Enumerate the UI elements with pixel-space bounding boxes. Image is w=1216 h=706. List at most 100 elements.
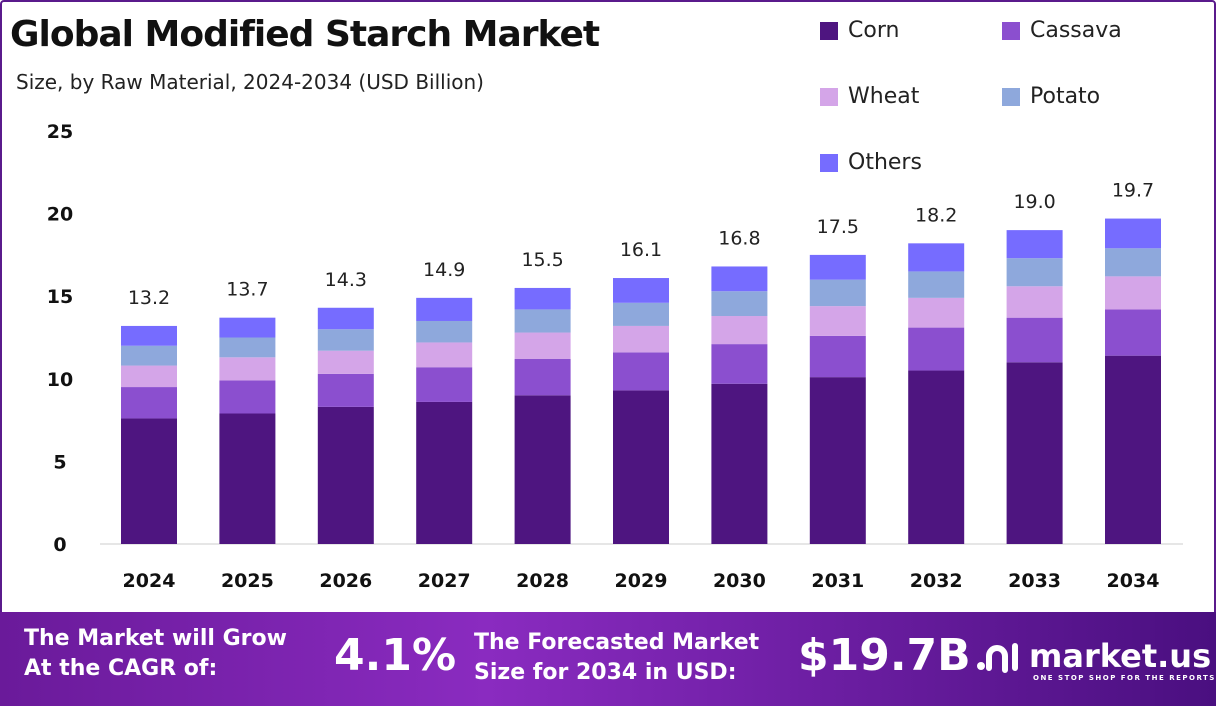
bar-segment-others-2027 [416, 297, 473, 321]
bar-segment-others-2033 [1006, 230, 1063, 259]
bar-segment-cassava-2034 [1105, 309, 1161, 356]
bar-segment-corn-2027 [416, 401, 473, 544]
bar-segment-corn-2026 [317, 406, 374, 544]
total-label: 19.7 [1112, 180, 1154, 202]
bar-segment-others-2026 [317, 307, 374, 330]
total-label: 19.0 [1013, 191, 1055, 213]
bar-segment-others-2034 [1105, 218, 1161, 249]
legend-label: Wheat [848, 84, 920, 109]
x-tick-label: 2029 [615, 570, 668, 592]
y-tick-label: 15 [47, 286, 73, 308]
x-tick-label: 2028 [516, 570, 569, 592]
bar-segment-potato-2029 [613, 302, 669, 326]
footer-banner: The Market will Grow At the CAGR of: 4.1… [0, 612, 1216, 706]
legend-label: Corn [848, 18, 900, 43]
logo-tagline: ONE STOP SHOP FOR THE REPORTS [1033, 674, 1216, 682]
cagr-label: The Market will Grow At the CAGR of: [24, 626, 287, 681]
legend-label: Cassava [1030, 18, 1122, 43]
total-label: 16.1 [620, 239, 662, 261]
forecast-value: $19.7B [798, 630, 971, 681]
legend-label: Potato [1030, 84, 1101, 109]
bar-segment-potato-2034 [1105, 248, 1161, 277]
bar-segment-cassava-2029 [613, 352, 669, 391]
bar-segment-others-2028 [514, 287, 571, 310]
bar-segment-corn-2030 [711, 383, 768, 544]
bar-segment-cassava-2027 [416, 367, 473, 402]
x-tick-label: 2033 [1008, 570, 1061, 592]
cagr-value: 4.1% [334, 630, 457, 681]
bar-segment-cassava-2032 [908, 327, 965, 371]
x-tick-label: 2024 [123, 570, 176, 592]
bar-segment-wheat-2024 [121, 365, 177, 388]
bar-segment-corn-2024 [121, 418, 177, 544]
bar-segment-potato-2024 [121, 345, 177, 366]
logo-name: market.us [1029, 637, 1212, 675]
bar-segment-wheat-2033 [1006, 286, 1063, 318]
chart-title: Global Modified Starch Market [10, 14, 600, 55]
bar-segment-cassava-2033 [1006, 317, 1063, 363]
legend-swatch [820, 153, 838, 172]
bar-segment-cassava-2031 [809, 335, 866, 378]
bar-segment-corn-2032 [908, 370, 965, 544]
total-label: 17.5 [817, 216, 859, 238]
bar-segment-wheat-2027 [416, 342, 473, 368]
bar-segment-others-2031 [809, 254, 866, 280]
legend-swatch [820, 21, 838, 40]
forecast-label: The Forecasted Market Size for 2034 in U… [474, 630, 760, 685]
bar-segment-potato-2028 [514, 309, 571, 333]
x-tick-label: 2031 [811, 570, 864, 592]
bar-segment-corn-2028 [514, 395, 571, 544]
bar-segment-potato-2033 [1006, 258, 1063, 287]
total-label: 13.2 [128, 287, 170, 309]
x-tick-label: 2030 [713, 570, 766, 592]
bar-segment-corn-2033 [1006, 362, 1063, 544]
total-label: 15.5 [521, 249, 563, 271]
bar-segment-corn-2029 [613, 390, 669, 544]
bar-segment-cassava-2025 [219, 380, 276, 414]
legend-item-potato: Potato [1002, 84, 1100, 109]
bar-segment-wheat-2025 [219, 357, 276, 381]
bar-segment-potato-2031 [809, 279, 866, 307]
bar-segment-potato-2025 [219, 337, 276, 358]
x-tick-label: 2026 [319, 570, 372, 592]
bar-segment-wheat-2034 [1105, 276, 1161, 310]
legend-item-wheat: Wheat [820, 84, 919, 109]
y-tick-label: 5 [53, 451, 66, 473]
bar-segment-wheat-2030 [711, 316, 768, 345]
bar-segment-cassava-2024 [121, 387, 177, 419]
chart-subtitle: Size, by Raw Material, 2024-2034 (USD Bi… [16, 70, 484, 94]
bar-segment-wheat-2026 [317, 350, 374, 374]
x-tick-label: 2034 [1107, 570, 1160, 592]
bar-segment-wheat-2031 [809, 306, 866, 336]
logo-icon [977, 643, 1018, 673]
total-label: 13.7 [226, 279, 268, 301]
y-tick-label: 20 [47, 204, 73, 226]
legend-item-others: Others [820, 150, 922, 175]
bar-segment-others-2030 [711, 266, 768, 292]
bar-segment-others-2032 [908, 243, 965, 272]
bar-segment-corn-2034 [1105, 355, 1161, 544]
bar-segment-potato-2027 [416, 320, 473, 343]
legend-swatch [1002, 21, 1020, 40]
y-tick-label: 0 [53, 534, 66, 556]
x-tick-label: 2032 [910, 570, 963, 592]
bar-segment-potato-2030 [711, 291, 768, 317]
bar-segment-corn-2025 [219, 413, 276, 544]
total-label: 18.2 [915, 204, 957, 226]
bar-segment-cassava-2028 [514, 358, 571, 396]
legend-item-corn: Corn [820, 18, 899, 43]
y-tick-label: 25 [47, 121, 73, 143]
bar-segment-wheat-2029 [613, 325, 669, 353]
bar-segment-cassava-2026 [317, 373, 374, 407]
bar-segment-potato-2026 [317, 329, 374, 351]
y-tick-label: 10 [47, 369, 73, 391]
legend-swatch [1002, 87, 1020, 106]
bar-segment-others-2025 [219, 317, 276, 338]
chart: 051015202513.2202413.7202514.3202614.920… [47, 121, 1183, 592]
total-label: 14.9 [423, 259, 465, 281]
x-tick-label: 2027 [418, 570, 471, 592]
bar-segment-wheat-2028 [514, 332, 571, 359]
bar-segment-wheat-2032 [908, 297, 965, 328]
legend-label: Others [848, 150, 922, 175]
bar-segment-potato-2032 [908, 271, 965, 298]
